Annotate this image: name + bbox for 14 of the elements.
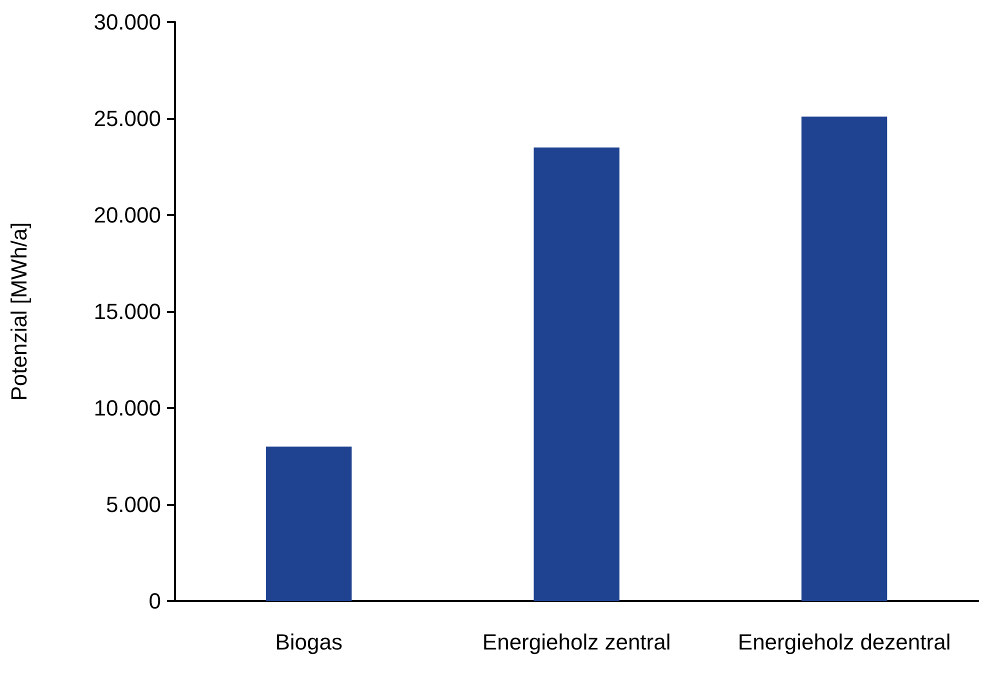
y-tick-label: 0	[148, 588, 161, 614]
x-tick-label: Energieholz zentral	[482, 630, 671, 654]
y-tick-label: 5.000	[106, 492, 161, 517]
bar	[534, 147, 620, 601]
y-tick-label: 25.000	[94, 106, 161, 131]
y-tick-label: 10.000	[94, 396, 161, 420]
x-tick-label: Biogas	[275, 630, 342, 654]
bar	[801, 116, 888, 601]
y-tick-label: 15.000	[94, 299, 161, 324]
y-tick-label: 30.000	[94, 10, 161, 34]
x-tick-label: Energieholz dezentral	[738, 630, 951, 654]
y-tick-label: 20.000	[94, 202, 161, 228]
bar	[266, 446, 352, 601]
y-axis-title: Potenzial [MWh/a]	[6, 222, 32, 401]
